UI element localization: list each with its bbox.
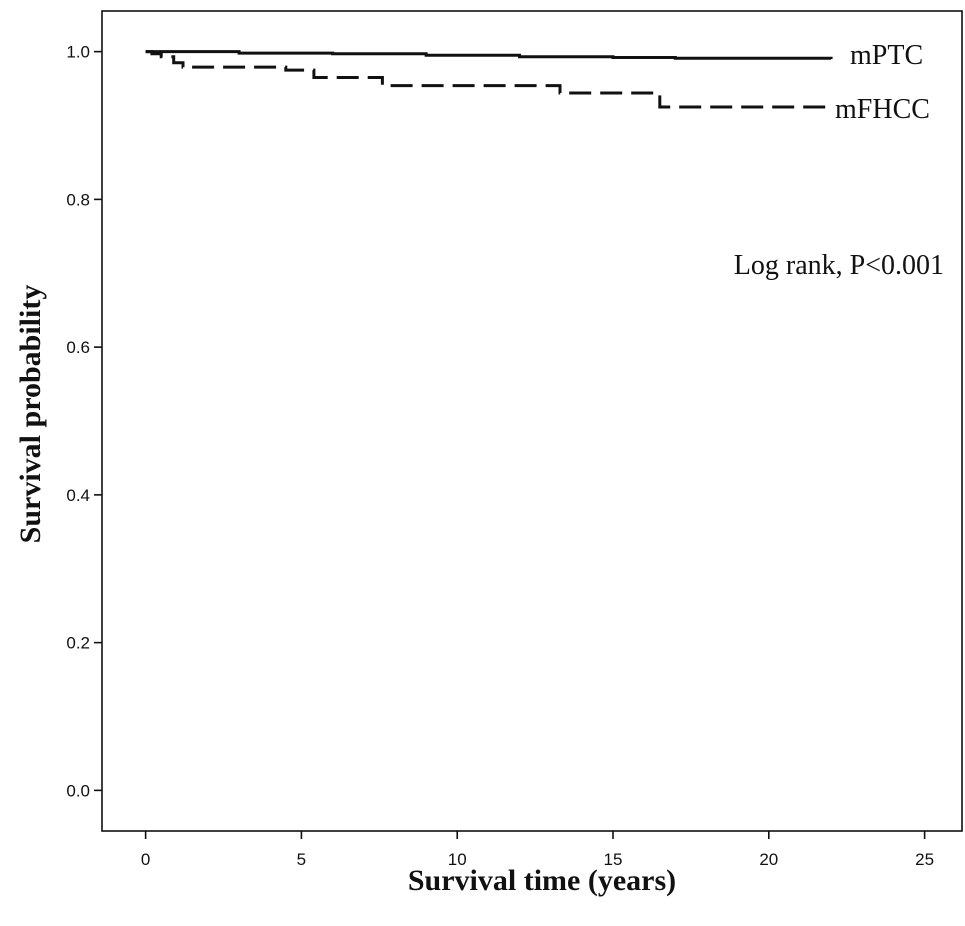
y-tick-label: 0.0 (66, 781, 90, 800)
x-tick-label: 15 (604, 850, 623, 869)
y-tick-label: 0.8 (66, 190, 90, 209)
y-tick-label: 0.6 (66, 338, 90, 357)
x-tick-label: 25 (915, 850, 934, 869)
y-tick-label: 0.2 (66, 634, 90, 653)
y-tick-label: 1.0 (66, 43, 90, 62)
plot-frame (101, 10, 963, 832)
y-axis-ticks: 0.0 0.2 0.4 0.6 0.8 1.0 (66, 43, 102, 800)
series-line-mfhcc (145, 50, 832, 109)
log-rank-annotation: Log rank, P<0.001 (734, 250, 944, 281)
x-tick-label: 10 (448, 850, 467, 869)
series-label-mptc: mPTC (850, 40, 923, 71)
x-axis-title: Survival time (years) (408, 864, 676, 897)
series-label-mfhcc: mFHCC (835, 94, 930, 125)
series-layer (145, 50, 833, 109)
x-axis-ticks: 0 5 10 15 20 25 (141, 831, 934, 869)
y-tick-label: 0.4 (66, 486, 90, 505)
x-tick-label: 0 (141, 850, 150, 869)
y-axis-title: Survival probability (14, 285, 47, 544)
x-tick-label: 5 (297, 850, 306, 869)
x-tick-label: 20 (759, 850, 778, 869)
series-line-mptc (145, 50, 833, 60)
